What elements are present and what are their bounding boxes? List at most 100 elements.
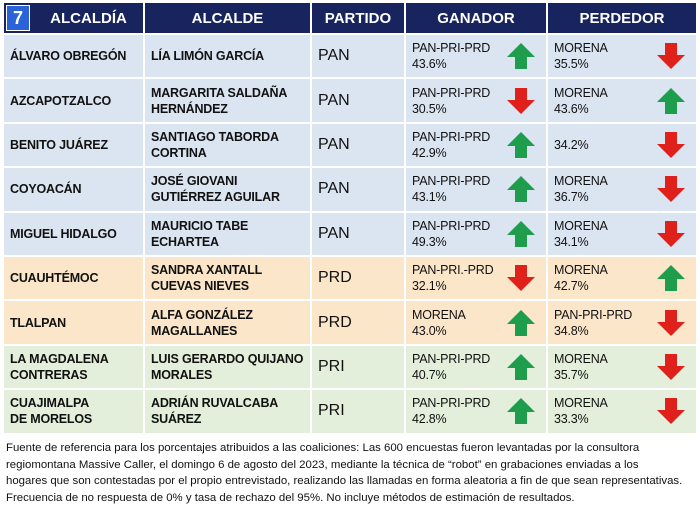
- arrow-down: [657, 43, 685, 70]
- partido: PAN: [318, 224, 350, 242]
- arrow-up: [507, 176, 535, 203]
- header-label: GANADOR: [437, 9, 515, 27]
- table-cell: PAN-PRI-PRD 43.1%: [406, 168, 546, 211]
- perdedor-party: MORENA: [554, 351, 608, 366]
- header-label: PERDEDOR: [579, 9, 665, 27]
- perdedor-pct: 43.6%: [554, 101, 589, 116]
- alcalde: LÍA LIMÓN GARCÍA: [151, 49, 264, 64]
- ganador-party: MORENA: [412, 307, 466, 322]
- footer-line: Fuente de referencia para los porcentaje…: [6, 442, 640, 454]
- table-cell: LUIS GERARDO QUIJANO MORALES: [145, 345, 310, 389]
- arrow-shape: [657, 43, 685, 70]
- perdedor-pct: 34.2%: [554, 137, 589, 152]
- arrow-down: [657, 398, 685, 425]
- ganador-pct: 43.0%: [412, 323, 447, 338]
- table-cell: MORENA 36.7%: [548, 168, 696, 211]
- table-cell: 34.2%: [548, 123, 696, 167]
- alcalde: ALFA GONZÁLEZ: [151, 307, 253, 322]
- table-cell: LA MAGDALENA CONTRERAS: [4, 345, 143, 389]
- alcaldia: LA MAGDALENA: [10, 351, 109, 366]
- ganador-party: PAN-PRI-PRD: [412, 41, 491, 56]
- arrow-up: [507, 309, 535, 336]
- table-cell: PAN: [312, 212, 404, 255]
- alcaldia: CONTRERAS: [10, 367, 88, 382]
- table-cell: MAURICIO TABE ECHARTEA: [145, 212, 310, 255]
- table-cell: PAN: [312, 35, 404, 78]
- arrow-down: [657, 131, 685, 158]
- table-cell: SANTIAGO TABORDA CORTINA: [145, 123, 310, 167]
- table-cell: PAN: [312, 168, 404, 211]
- table-cell: PRI: [312, 390, 404, 433]
- alcaldia: AZCAPOTZALCO: [10, 93, 112, 108]
- footer: Fuente de referencia para los porcentaje…: [6, 440, 696, 506]
- header-cell: ALCALDE: [145, 3, 310, 33]
- arrow-shape: [507, 43, 535, 70]
- partido: PAN: [318, 47, 350, 65]
- ganador-party: PAN-PRI-PRD: [412, 129, 491, 144]
- table-cell: PAN: [312, 79, 404, 122]
- alcaldia: CUAJIMALPA: [10, 396, 90, 411]
- table-cell: ÁLVARO OBREGÓN: [4, 35, 143, 78]
- table-cell: PAN-PRI-PRD 43.6%: [406, 35, 546, 78]
- table-cell: CUAUHTÉMOC: [4, 257, 143, 300]
- alcaldia: DE MORELOS: [10, 412, 93, 427]
- arrow-down: [507, 265, 535, 292]
- ganador-party: PAN-PRI-PRD: [412, 85, 491, 100]
- ganador-party: PAN-PRI-PRD: [412, 351, 491, 366]
- perdedor-party: PAN-PRI-PRD: [554, 307, 633, 322]
- partido: PRD: [318, 269, 352, 287]
- arrow-up: [657, 265, 685, 292]
- perdedor-party: MORENA: [554, 174, 608, 189]
- alcaldia: COYOACÁN: [10, 182, 82, 197]
- table-cell: MORENA 43.0%: [406, 301, 546, 344]
- table-cell: CUAJIMALPA DE MORELOS: [4, 390, 143, 433]
- perdedor-pct: 35.5%: [554, 57, 589, 72]
- alcalde: SANDRA XANTALL: [151, 263, 263, 278]
- table-cell: PAN-PRI-PRD 40.7%: [406, 345, 546, 389]
- partido: PRI: [318, 402, 345, 420]
- alcalde: MORALES: [151, 367, 213, 382]
- alcaldia: MIGUEL HIDALGO: [10, 226, 117, 241]
- arrow-shape: [657, 398, 685, 425]
- badge: 7: [6, 5, 30, 31]
- arrow-up: [507, 220, 535, 247]
- header-label: PARTIDO: [324, 9, 392, 27]
- ganador-party: PAN-PRI-PRD: [412, 218, 491, 233]
- alcaldia: CUAUHTÉMOC: [10, 271, 99, 286]
- alcalde: MAGALLANES: [151, 323, 238, 338]
- arrow-shape: [657, 131, 685, 158]
- table-cell: PRI: [312, 345, 404, 389]
- perdedor-pct: 33.3%: [554, 412, 589, 427]
- ganador-party: PAN-PRI.-PRD: [412, 263, 494, 278]
- arrow-shape: [657, 353, 685, 380]
- table-cell: MARGARITA SALDAÑA HERNÁNDEZ: [145, 79, 310, 122]
- arrow-shape: [507, 265, 535, 292]
- perdedor-pct: 34.8%: [554, 323, 589, 338]
- alcaldia: BENITO JUÁREZ: [10, 137, 108, 152]
- alcalde: HERNÁNDEZ: [151, 101, 228, 116]
- arrow-down: [657, 353, 685, 380]
- arrow-up: [507, 398, 535, 425]
- ganador-pct: 49.3%: [412, 234, 447, 249]
- arrow-shape: [657, 309, 685, 336]
- perdedor-party: MORENA: [554, 41, 608, 56]
- table-cell: ALFA GONZÁLEZ MAGALLANES: [145, 301, 310, 344]
- table-cell: MIGUEL HIDALGO: [4, 212, 143, 255]
- table-cell: PAN-PRI.-PRD 32.1%: [406, 257, 546, 300]
- perdedor-pct: 36.7%: [554, 190, 589, 205]
- footer-line: regiomontana Massive Caller, el domingo …: [6, 458, 639, 471]
- table-cell: COYOACÁN: [4, 168, 143, 211]
- arrow-up: [507, 353, 535, 380]
- table-cell: MORENA 42.7%: [548, 257, 696, 300]
- alcalde: SANTIAGO TABORDA: [151, 129, 279, 144]
- ganador-pct: 42.9%: [412, 145, 447, 160]
- table-cell: PRD: [312, 301, 404, 344]
- table-cell: PAN: [312, 123, 404, 167]
- ganador-pct: 32.1%: [412, 279, 447, 294]
- header-label: ALCALDÍA: [50, 9, 127, 27]
- perdedor-party: MORENA: [554, 218, 608, 233]
- arrow-up: [657, 87, 685, 114]
- table-cell: PAN-PRI-PRD 49.3%: [406, 212, 546, 255]
- arrow-shape: [507, 309, 535, 336]
